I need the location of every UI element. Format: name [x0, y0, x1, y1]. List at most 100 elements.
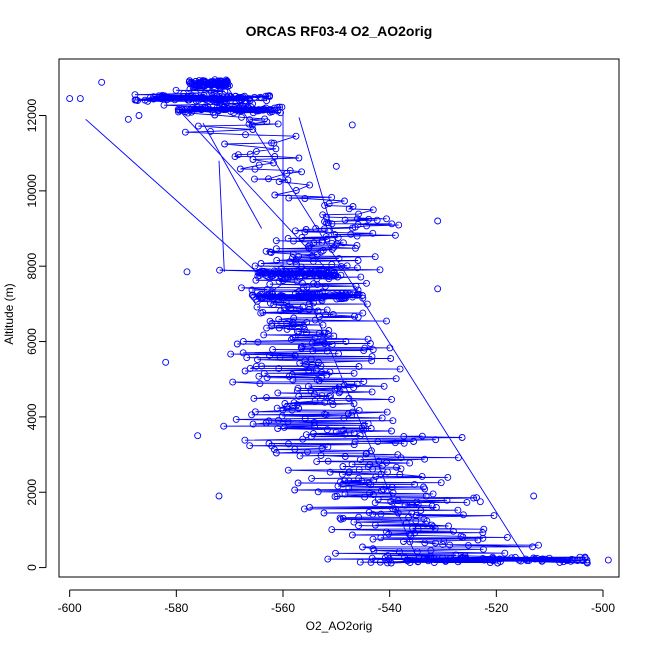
data-point	[604, 556, 612, 564]
data-point	[292, 132, 300, 140]
data-point	[328, 396, 336, 404]
data-point	[196, 105, 204, 113]
data-point	[270, 159, 277, 167]
data-point	[251, 262, 259, 270]
data-point	[383, 458, 390, 466]
data-point	[363, 279, 370, 287]
data-point	[306, 181, 314, 189]
data-point	[286, 258, 294, 266]
data-point	[245, 95, 253, 103]
data-point	[378, 462, 386, 470]
data-point	[350, 518, 358, 526]
data-point	[359, 543, 366, 551]
data-point	[350, 441, 358, 449]
data-point	[319, 292, 327, 300]
data-point	[274, 389, 282, 397]
data-point	[336, 387, 344, 395]
data-point	[344, 410, 352, 418]
data-point	[252, 295, 260, 303]
data-point	[241, 436, 249, 444]
data-point	[293, 401, 301, 409]
data-point	[236, 165, 244, 173]
data-point	[328, 526, 336, 534]
data-point	[347, 230, 355, 238]
data-point	[445, 522, 452, 530]
data-point	[428, 502, 436, 510]
data-point	[219, 106, 227, 113]
data-point	[355, 406, 363, 414]
data-point	[270, 446, 278, 453]
data-point	[349, 224, 356, 232]
data-point	[383, 317, 390, 325]
data-point	[248, 286, 256, 294]
data-point	[341, 490, 349, 498]
data-point	[278, 412, 286, 420]
data-point	[244, 104, 252, 112]
data-point	[360, 378, 368, 386]
data-point	[303, 283, 311, 291]
data-point	[305, 306, 313, 313]
data-point	[323, 426, 331, 434]
data-point	[386, 344, 394, 352]
data-point	[141, 96, 149, 104]
plot-frame	[58, 58, 620, 578]
data-point	[412, 517, 420, 525]
data-point	[379, 485, 387, 493]
data-point	[368, 353, 376, 361]
data-point	[486, 559, 494, 567]
data-point	[281, 400, 289, 407]
data-point	[378, 414, 386, 422]
data-point	[401, 501, 409, 509]
data-point	[306, 503, 313, 511]
data-point	[348, 411, 356, 419]
data-point	[517, 557, 525, 565]
data-point	[358, 424, 366, 432]
data-point	[313, 281, 321, 289]
data-point	[364, 420, 372, 428]
data-point	[328, 193, 336, 201]
data-point	[337, 271, 345, 279]
data-point	[331, 493, 339, 500]
data-point	[146, 94, 154, 102]
data-point	[317, 452, 325, 459]
data-point	[270, 294, 278, 302]
data-point	[285, 194, 293, 202]
data-point	[429, 523, 437, 531]
data-point	[234, 151, 242, 159]
data-point	[400, 439, 408, 447]
data-point	[328, 260, 336, 268]
data-point	[353, 380, 361, 388]
data-point	[268, 270, 276, 278]
data-point	[420, 483, 427, 491]
plot-data	[66, 76, 612, 567]
data-point	[576, 553, 584, 561]
data-point	[320, 329, 328, 337]
data-point	[497, 558, 504, 565]
data-point	[260, 331, 268, 339]
data-point	[321, 340, 328, 347]
data-point	[251, 175, 258, 183]
data-point	[300, 505, 308, 513]
data-point	[432, 436, 440, 444]
data-point	[186, 106, 194, 114]
data-point	[389, 417, 397, 425]
data-point	[306, 272, 314, 280]
data-point	[250, 293, 258, 301]
data-point	[155, 92, 163, 100]
data-point	[252, 276, 260, 284]
data-point	[459, 511, 467, 519]
data-point	[545, 554, 553, 562]
data-point	[323, 306, 331, 314]
data-point	[277, 109, 284, 117]
data-point	[316, 270, 324, 278]
data-point	[387, 559, 395, 567]
data-point	[160, 101, 168, 109]
data-point	[336, 514, 344, 522]
data-point	[461, 554, 469, 562]
x-tick-label: -560	[271, 601, 295, 615]
data-point	[352, 282, 360, 290]
data-point	[321, 282, 329, 290]
data-point	[307, 386, 315, 394]
data-point	[332, 549, 339, 557]
